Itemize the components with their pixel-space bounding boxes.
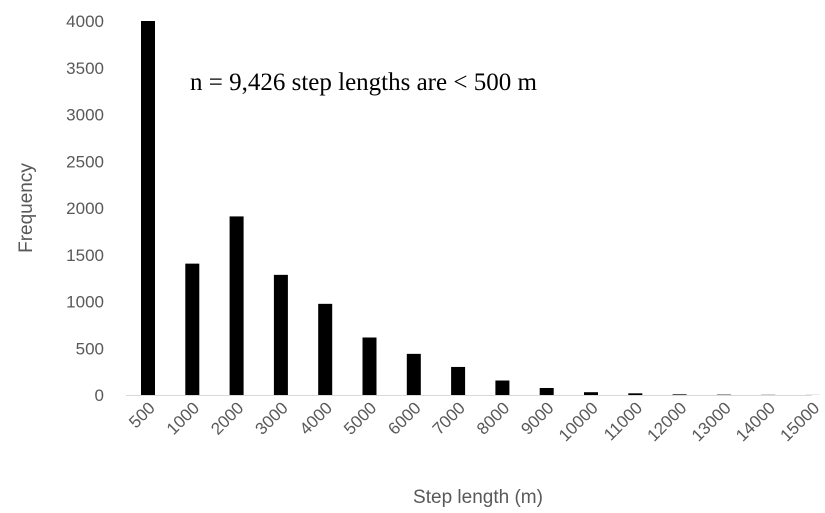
y-tick-label: 3500 <box>66 59 104 78</box>
bar <box>185 263 200 395</box>
x-tick-label: 6000 <box>384 398 424 438</box>
y-tick-label: 2500 <box>66 152 104 171</box>
x-tick-label: 8000 <box>473 398 513 438</box>
y-tick-label: 4000 <box>66 12 104 31</box>
bar <box>672 394 687 395</box>
bar <box>273 274 288 395</box>
bar <box>451 366 466 395</box>
x-tick-label: 14000 <box>732 398 779 445</box>
bar <box>406 353 421 395</box>
y-axis-title: Frequency <box>16 163 37 253</box>
bar <box>495 380 510 395</box>
bar <box>229 216 244 395</box>
bar <box>318 303 333 395</box>
bar <box>584 392 598 395</box>
bar-series <box>141 21 820 395</box>
x-tick-label: 13000 <box>688 398 735 445</box>
x-axis-tick-labels: 500 1000 2000 3000 4000 5000 6000 7000 8000 90001… <box>125 398 823 445</box>
y-axis-tick-labels: 0 500 1000 1500 2000 2500 3000 3500 4000 <box>66 12 104 405</box>
x-tick-label: 2000 <box>207 398 247 438</box>
x-tick-label: 10000 <box>555 398 602 445</box>
x-tick-label: 5000 <box>340 398 380 438</box>
y-tick-label: 1000 <box>66 293 104 312</box>
bar <box>141 21 155 395</box>
x-tick-label: 9000 <box>517 398 557 438</box>
chart-annotation: n = 9,426 step lengths are < 500 m <box>190 69 537 96</box>
y-tick-label: 1500 <box>66 246 104 265</box>
x-axis-title: Step length (m) <box>413 487 543 508</box>
x-tick-label: 11000 <box>600 398 646 444</box>
x-tick-label: 1000 <box>163 398 203 438</box>
x-tick-label: 3000 <box>252 398 292 438</box>
x-tick-label: 4000 <box>296 398 336 438</box>
y-tick-label: 2000 <box>66 199 104 218</box>
y-tick-label: 0 <box>95 386 104 405</box>
bar <box>628 393 643 395</box>
x-tick-label: 7000 <box>429 398 469 438</box>
x-tick-label: 12000 <box>644 398 691 445</box>
x-tick-label: 500 <box>125 398 158 431</box>
x-tick-label: 15000 <box>776 398 823 445</box>
bar <box>362 337 377 395</box>
y-tick-label: 3000 <box>66 106 104 125</box>
y-tick-label: 500 <box>76 339 104 358</box>
bar <box>539 387 554 395</box>
